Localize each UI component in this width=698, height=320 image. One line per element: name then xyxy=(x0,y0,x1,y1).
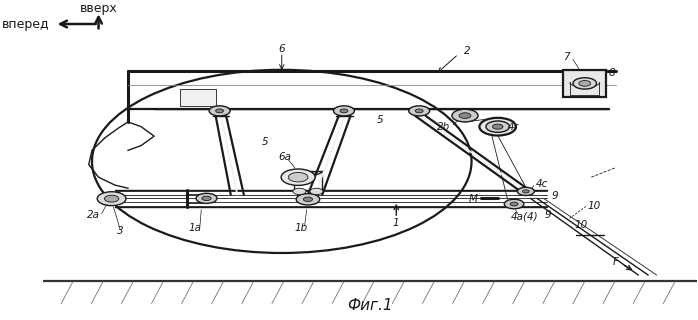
Circle shape xyxy=(196,193,217,204)
Text: 9: 9 xyxy=(551,191,558,201)
Text: F: F xyxy=(613,257,618,267)
Circle shape xyxy=(486,121,510,132)
Text: 9: 9 xyxy=(545,210,551,220)
Circle shape xyxy=(97,192,126,206)
Text: 10: 10 xyxy=(574,220,588,229)
Text: 2a: 2a xyxy=(87,210,101,220)
Text: вперед: вперед xyxy=(2,18,50,30)
Text: 7: 7 xyxy=(563,52,570,62)
FancyBboxPatch shape xyxy=(563,70,606,97)
Circle shape xyxy=(281,169,315,185)
Circle shape xyxy=(517,187,535,196)
Text: 5: 5 xyxy=(262,138,269,148)
Circle shape xyxy=(415,109,423,113)
Circle shape xyxy=(105,195,119,202)
Bar xyxy=(180,89,216,106)
Circle shape xyxy=(216,109,223,113)
Circle shape xyxy=(459,113,471,118)
Circle shape xyxy=(293,188,306,195)
Circle shape xyxy=(480,118,516,135)
Circle shape xyxy=(504,199,524,209)
Text: 8: 8 xyxy=(609,68,616,78)
Text: Фиг.1: Фиг.1 xyxy=(348,298,393,313)
Circle shape xyxy=(523,190,529,193)
Circle shape xyxy=(452,109,478,122)
Text: 10: 10 xyxy=(588,201,600,211)
Text: вверх: вверх xyxy=(80,2,117,15)
Text: 4c: 4c xyxy=(535,180,548,189)
Circle shape xyxy=(310,188,323,195)
Circle shape xyxy=(288,172,308,182)
Text: 6: 6 xyxy=(279,44,285,54)
Text: 1b: 1b xyxy=(295,223,308,233)
Text: 1: 1 xyxy=(393,218,399,228)
Circle shape xyxy=(202,196,211,201)
Circle shape xyxy=(573,78,597,89)
Circle shape xyxy=(304,197,313,202)
Circle shape xyxy=(296,194,320,205)
Text: 1a: 1a xyxy=(188,223,201,233)
Circle shape xyxy=(334,106,355,116)
Circle shape xyxy=(493,124,503,129)
Text: 2b: 2b xyxy=(438,122,451,132)
Circle shape xyxy=(409,106,430,116)
Text: 6a: 6a xyxy=(279,152,292,162)
Circle shape xyxy=(510,202,518,206)
Circle shape xyxy=(209,106,230,116)
Text: 2: 2 xyxy=(463,46,470,56)
Text: 4r: 4r xyxy=(507,122,518,132)
Text: 4a(4): 4a(4) xyxy=(511,212,538,222)
Text: M: M xyxy=(468,194,477,204)
Circle shape xyxy=(340,109,348,113)
Circle shape xyxy=(579,81,591,86)
Text: 3: 3 xyxy=(117,226,124,236)
Text: 5: 5 xyxy=(377,115,383,125)
